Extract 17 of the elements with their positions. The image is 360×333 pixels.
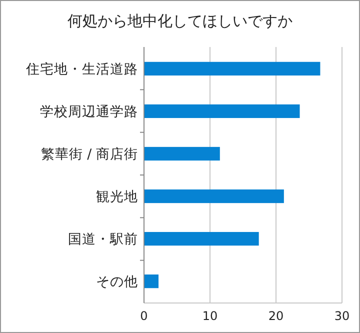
bar <box>144 232 259 246</box>
y-tick-label: 国道・駅前 <box>68 232 138 248</box>
y-tick-label: 学校周辺通学路 <box>40 104 138 120</box>
bar <box>144 189 284 204</box>
bar <box>144 104 300 118</box>
x-tick-label: 0 <box>140 309 148 323</box>
y-tick-label: その他 <box>96 274 138 290</box>
y-tick-label: 観光地 <box>96 188 138 205</box>
bar <box>144 62 320 76</box>
x-tick-label: 30 <box>334 309 350 323</box>
x-tick-label: 10 <box>202 309 218 323</box>
chart-title: 何処から地中化してほしいですか <box>68 12 292 30</box>
y-tick-label: 住宅地・生活道路 <box>25 61 138 78</box>
y-tick-label: 繁華街 / 商店街 <box>40 146 138 162</box>
bar <box>144 146 220 161</box>
bar <box>144 274 159 288</box>
x-tick-label: 20 <box>268 309 284 323</box>
